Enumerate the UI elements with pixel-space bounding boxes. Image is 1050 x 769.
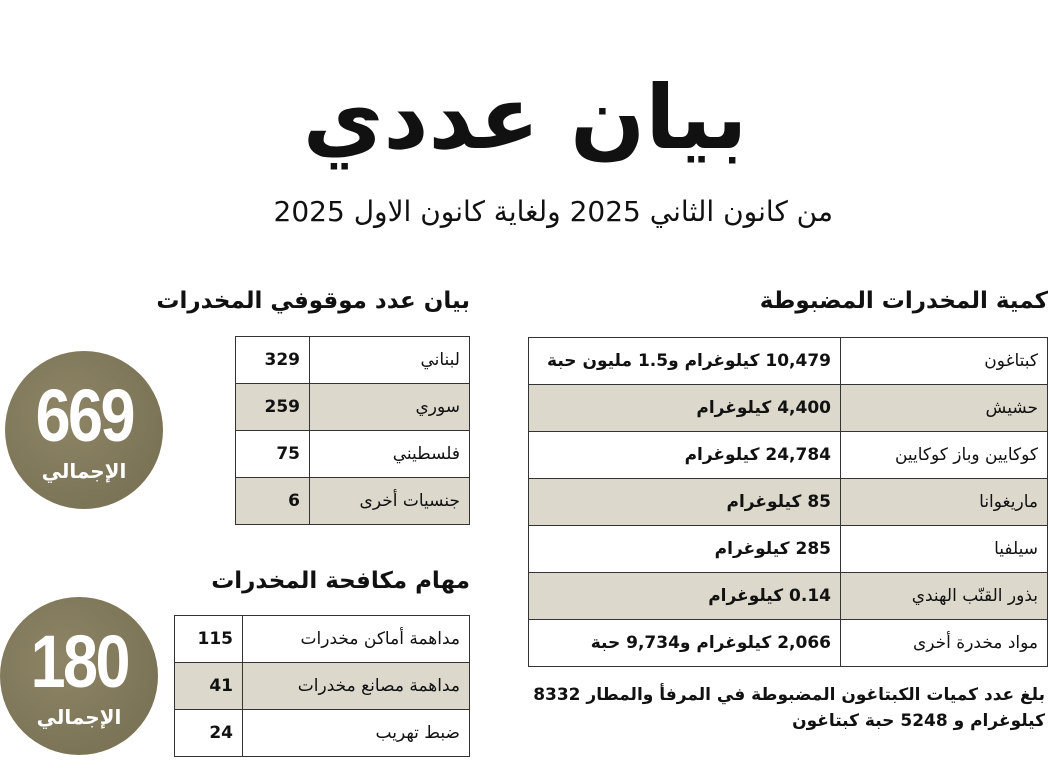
row-value: 6 (235, 477, 310, 525)
table-row: جنسيات أخرى 6 (235, 477, 470, 525)
row-value: 24,784 كيلوغرام (528, 431, 841, 479)
row-label: ماريغوانا (840, 478, 1048, 526)
table-row: مداهمة مصانع مخدرات 41 (174, 662, 470, 710)
row-value: 2,066 كيلوغرام و9,734 حبة (528, 619, 841, 667)
seized-note: بلغ عدد كميات الكبتاغون المضبوطة في المر… (533, 685, 1045, 731)
table-row: كبتاغون 10,479 كيلوغرام و1.5 مليون حبة (528, 337, 1048, 385)
row-value: 85 كيلوغرام (528, 478, 841, 526)
missions-table: مداهمة أماكن مخدرات 115 مداهمة مصانع مخدرا… (174, 615, 470, 757)
detainees-total-badge: 669 الإجمالي (5, 351, 163, 509)
row-label: فلسطيني (309, 430, 470, 478)
missions-total-label: الإجمالي (36, 705, 122, 729)
row-value: 115 (174, 615, 243, 663)
page-subtitle: من كانون الثاني 2025 ولغاية كانون الاول … (273, 195, 833, 228)
row-label: سيلفيا (840, 525, 1048, 573)
detainees-total: 669 (35, 374, 135, 457)
detainees-total-label: الإجمالي (41, 459, 127, 483)
row-label: سوري (309, 383, 470, 431)
row-label: مداهمة مصانع مخدرات (242, 662, 470, 710)
table-row: بذور القنّب الهندي 0.14 كيلوغرام (528, 572, 1048, 620)
row-value: 75 (235, 430, 310, 478)
table-row: لبناني 329 (235, 336, 470, 384)
row-value: 10,479 كيلوغرام و1.5 مليون حبة (528, 337, 841, 385)
row-label: حشيش (840, 384, 1048, 432)
row-value: 285 كيلوغرام (528, 525, 841, 573)
table-row: حشيش 4,400 كيلوغرام (528, 384, 1048, 432)
row-value: 259 (235, 383, 310, 431)
row-value: 329 (235, 336, 310, 384)
row-value: 24 (174, 709, 243, 757)
detainees-heading: بيان عدد موقوفي المخدرات (156, 288, 470, 314)
row-value: 0.14 كيلوغرام (528, 572, 841, 620)
table-row: فلسطيني 75 (235, 430, 470, 478)
seized-heading: كمية المخدرات المضبوطة (759, 288, 1048, 314)
row-label: كوكايين وباز كوكايين (840, 431, 1048, 479)
row-label: ضبط تهريب (242, 709, 470, 757)
seized-table: كبتاغون 10,479 كيلوغرام و1.5 مليون حبة حشي… (528, 337, 1048, 667)
table-row: مداهمة أماكن مخدرات 115 (174, 615, 470, 663)
row-value: 4,400 كيلوغرام (528, 384, 841, 432)
page-title: بيان عددي (302, 66, 748, 169)
missions-total: 180 (30, 620, 130, 703)
row-label: جنسيات أخرى (309, 477, 470, 525)
table-row: سوري 259 (235, 383, 470, 431)
missions-total-badge: 180 الإجمالي (0, 597, 158, 755)
row-label: مداهمة أماكن مخدرات (242, 615, 470, 663)
missions-heading: مهام مكافحة المخدرات (211, 568, 470, 594)
table-row: مواد مخدرة أخرى 2,066 كيلوغرام و9,734 حبة (528, 619, 1048, 667)
row-label: لبناني (309, 336, 470, 384)
table-row: ماريغوانا 85 كيلوغرام (528, 478, 1048, 526)
detainees-table: لبناني 329 سوري 259 فلسطيني 75 جنسيات أخرى 6 (235, 336, 470, 525)
row-label: كبتاغون (840, 337, 1048, 385)
table-row: سيلفيا 285 كيلوغرام (528, 525, 1048, 573)
row-value: 41 (174, 662, 243, 710)
row-label: بذور القنّب الهندي (840, 572, 1048, 620)
table-row: كوكايين وباز كوكايين 24,784 كيلوغرام (528, 431, 1048, 479)
table-row: ضبط تهريب 24 (174, 709, 470, 757)
row-label: مواد مخدرة أخرى (840, 619, 1048, 667)
